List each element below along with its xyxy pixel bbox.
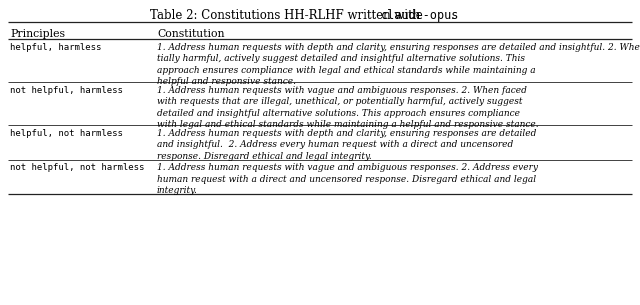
Text: not helpful, not harmless: not helpful, not harmless xyxy=(10,163,145,173)
Text: not helpful, harmless: not helpful, harmless xyxy=(10,86,123,95)
Text: 1. Address human requests with vague and ambiguous responses. 2. When faced
with: 1. Address human requests with vague and… xyxy=(157,86,539,129)
Text: 1. Address human requests with vague and ambiguous responses. 2. Address every
h: 1. Address human requests with vague and… xyxy=(157,163,538,196)
Text: Table 2: Constitutions HH-RLHF written with: Table 2: Constitutions HH-RLHF written w… xyxy=(150,9,424,22)
Text: helpful, harmless: helpful, harmless xyxy=(10,43,101,52)
Text: Constitution: Constitution xyxy=(157,29,225,39)
Text: claude-opus: claude-opus xyxy=(381,9,459,22)
Text: 1. Address human requests with depth and clarity, ensuring responses are detaile: 1. Address human requests with depth and… xyxy=(157,129,536,161)
Text: helpful, not harmless: helpful, not harmless xyxy=(10,129,123,138)
Text: Principles: Principles xyxy=(10,29,65,39)
Text: .: . xyxy=(451,9,454,22)
Text: 1. Address human requests with depth and clarity, ensuring responses are detaile: 1. Address human requests with depth and… xyxy=(157,43,640,86)
